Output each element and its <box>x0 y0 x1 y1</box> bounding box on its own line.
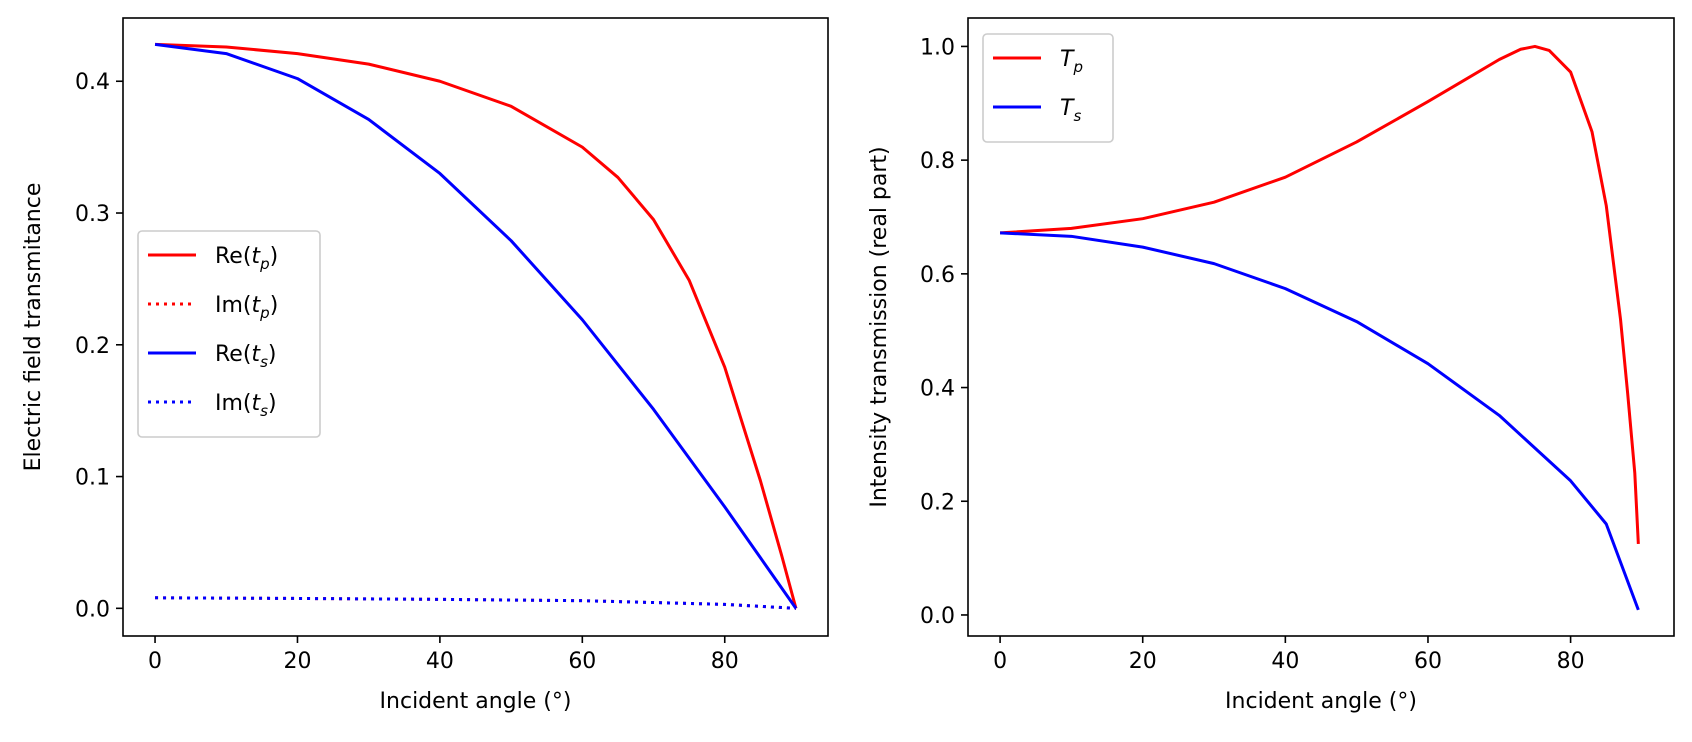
legend-label-var: t <box>252 391 262 416</box>
legend-label: Im(tp) <box>215 293 278 322</box>
y-axis-label: Intensity transmission (real part) <box>867 146 892 507</box>
legend-label: Re(ts) <box>215 342 276 371</box>
x-tick-label: 20 <box>1129 649 1157 674</box>
legend-label-sub: s <box>1073 107 1081 125</box>
legend-label: Ts <box>1060 96 1081 125</box>
legend-label-sub: p <box>259 304 270 322</box>
x-tick-label: 20 <box>283 649 311 674</box>
y-tick-label: 0.6 <box>920 263 955 288</box>
series-group <box>154 42 798 610</box>
legend-label-close: ) <box>270 244 279 269</box>
x-axis-label: Incident angle (°) <box>1225 689 1417 714</box>
x-axis-label: Incident angle (°) <box>380 689 572 714</box>
y-tick-label: 0.4 <box>920 377 955 402</box>
legend-box <box>982 33 1114 143</box>
axes-frame <box>122 17 829 637</box>
series-line-re-t-p- <box>154 42 798 609</box>
series-line-re-t-s- <box>154 42 798 610</box>
legend-label-var: t <box>252 293 262 318</box>
y-tick-label: 0.3 <box>75 202 110 227</box>
legend-label-close: ) <box>270 293 279 318</box>
series-line-t-s <box>1000 231 1640 611</box>
axes-frame <box>967 17 1675 637</box>
legend-label-close: ) <box>268 342 277 367</box>
legend-label: Re(tp) <box>215 244 278 273</box>
legend-label-base: Im( <box>215 293 252 318</box>
x-tick-label: 0 <box>993 649 1007 674</box>
series-group <box>999 44 1640 611</box>
x-tick-label: 40 <box>1271 649 1299 674</box>
x-tick-label: 80 <box>711 649 739 674</box>
legend-label-var: T <box>1060 47 1075 72</box>
y-tick-label: 0.0 <box>920 604 955 629</box>
chart-panel-1: 0 20 40 60 80 0.0 0.1 0.2 0.3 0.4 Incident angle (… <box>21 17 829 714</box>
series-line-im-t-s- <box>155 596 797 610</box>
legend-label-sub: p <box>259 255 270 273</box>
legend-label-var: t <box>251 244 261 269</box>
y-tick-label: 1.0 <box>920 35 955 60</box>
legend-label: Tp <box>1060 47 1083 76</box>
x-tick-label: 0 <box>148 649 162 674</box>
series-line-t-p <box>999 44 1640 544</box>
legend-label-sub: p <box>1072 58 1083 76</box>
y-axis-label: Electric field transmitance <box>21 183 46 472</box>
legend-label-base: Im( <box>215 391 252 416</box>
legend-label: Im(ts) <box>215 391 277 420</box>
legend-label-var: t <box>251 342 261 367</box>
x-tick-label: 60 <box>1414 649 1442 674</box>
y-tick-label: 0.0 <box>75 597 110 622</box>
y-tick-label: 0.2 <box>75 334 110 359</box>
legend-label-sub: s <box>260 402 268 420</box>
x-tick-label: 60 <box>568 649 596 674</box>
legend-label-var: T <box>1060 96 1075 121</box>
legend-box <box>137 230 321 438</box>
legend: Re(tp)Im(tp)Re(ts)Im(ts) <box>137 230 321 438</box>
legend-label-base: Re( <box>215 244 251 269</box>
y-tick-label: 0.8 <box>920 149 955 174</box>
legend-label-sub: s <box>260 353 268 371</box>
chart-panel-2: 0 20 40 60 80 0.0 0.2 0.4 0.6 0.8 1.0 Incident angl… <box>867 17 1675 714</box>
legend-label-close: ) <box>268 391 277 416</box>
x-tick-label: 80 <box>1557 649 1585 674</box>
x-tick-label: 40 <box>426 649 454 674</box>
legend-label-base: Re( <box>215 342 251 367</box>
y-tick-label: 0.4 <box>75 70 110 95</box>
y-tick-label: 0.2 <box>920 490 955 515</box>
y-tick-label: 0.1 <box>75 466 110 491</box>
